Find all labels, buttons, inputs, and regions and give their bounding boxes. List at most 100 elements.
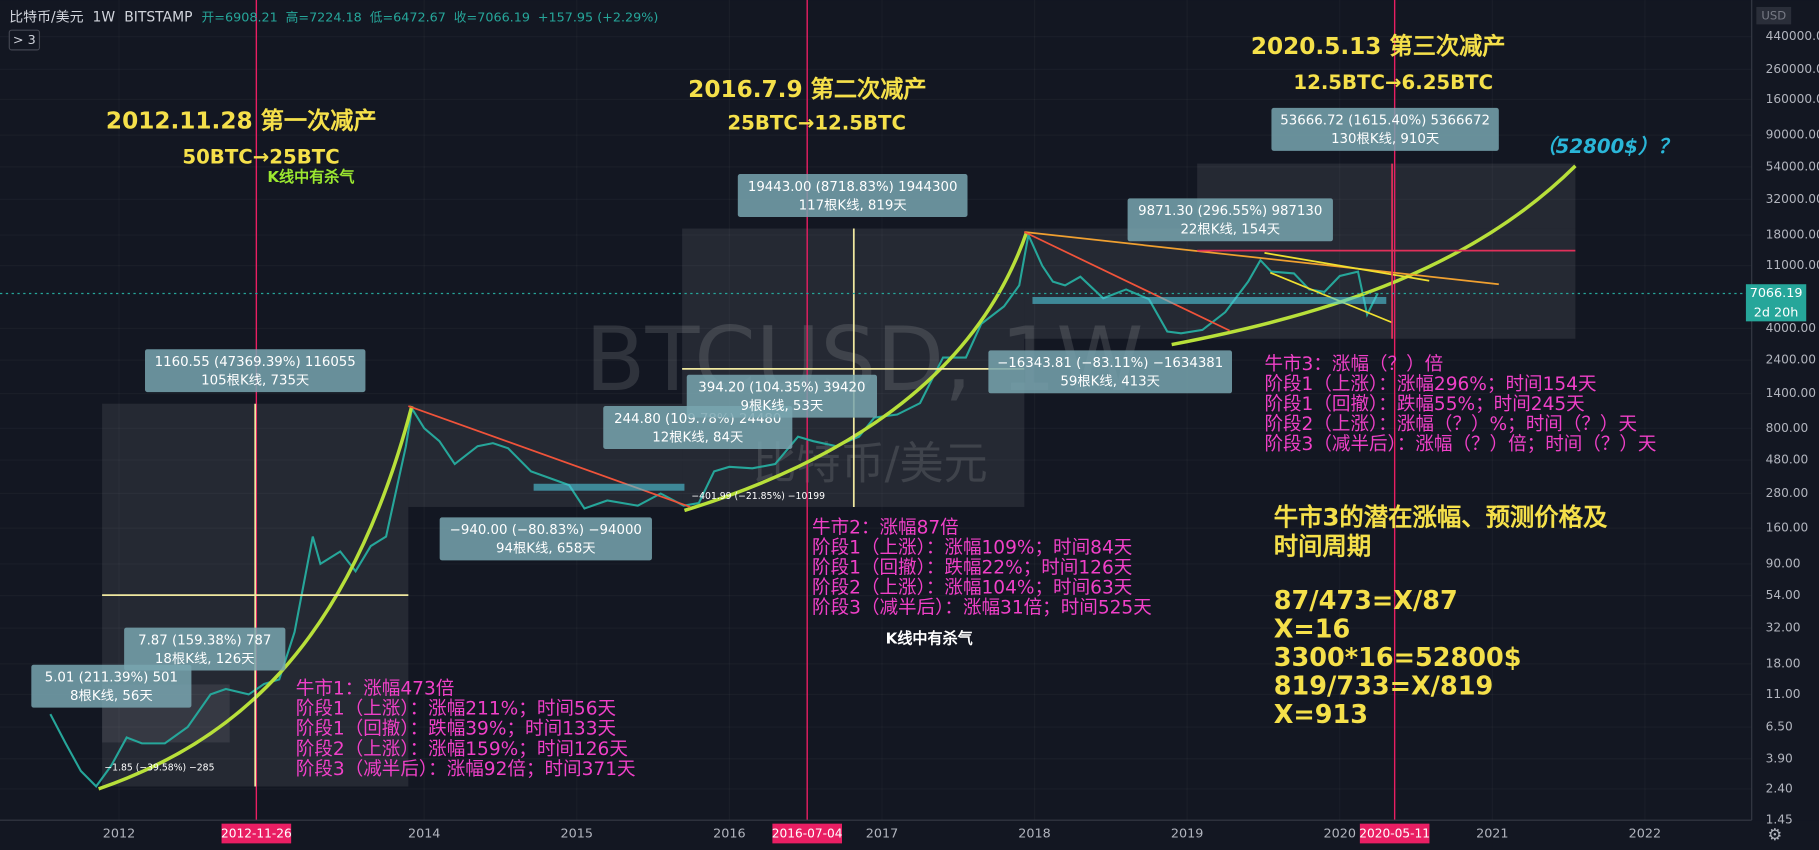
measure-small: −1.85 (−39.58%) −285 [104,762,214,773]
symbol: 比特币/美元 [9,9,83,25]
halving-subtitle: 25BTC→12.5BTC [727,112,906,135]
measure-span: 9根K线, 53天 [741,398,824,414]
y-tick-label: 90.00 [1766,556,1801,570]
header: 比特币/美元 1W BITSTAMP 开=6908.21 高=7224.18 低… [9,9,658,26]
support-zone [1032,296,1387,304]
axes: 440000.00 260000.00 160000.00 90000.00 54000… [103,29,1819,844]
prediction-formula: X=913 [1274,700,1368,730]
date-label-box [772,823,842,844]
indicator-toggle-label[interactable]: > 3 [13,33,36,48]
bull-market-note: 阶段2（上涨）：涨幅159%；时间126天 [296,739,628,760]
indicator-toggle[interactable] [8,29,41,51]
halving-title: 2020.5.13 第三次减产 [1251,33,1506,60]
bull-market-note: 牛市3：涨幅（？）倍 [1264,354,1443,375]
y-tick-label: 1.45 [1766,813,1793,827]
y-tick-label: 2400.00 [1766,353,1816,367]
halving-title: 2012.11.28 第一次减产 [106,107,377,134]
measure-value: 19443.00 (8718.83%) 1944300 [748,180,958,195]
bull-market-note: 阶段3（减半后）：涨幅（？）倍；时间（？）天 [1264,434,1656,455]
bull-market-note: 阶段1（上涨）：涨幅296%；时间154天 [1264,374,1596,395]
y-tick-label: 11000.00 [1766,258,1819,272]
bull-market-note: 阶段3（减半后）：涨幅92倍；时间371天 [296,759,636,780]
measure-span: 18根K线, 126天 [155,651,255,667]
measure-span: 12根K线, 84天 [652,429,743,445]
measure-box [1271,107,1499,151]
measure-small: −401.99 (−21.85%) −10199 [691,491,825,502]
fit-curve [683,231,1029,513]
measure-value: 53666.72 (1615.40%) 5366672 [1280,114,1490,129]
halving-title: 2016.7.9 第二次减产 [688,76,926,103]
halving-subtitle: 12.5BTC→6.25BTC [1293,71,1493,94]
measure-value: 1160.55 (47369.39%) 116055 [155,355,356,370]
measure-span: 94根K线, 658天 [496,541,596,557]
currency-box [1756,6,1792,25]
prediction-formula: 87/473=X/87 [1274,586,1458,616]
measure-span: 59根K线, 413天 [1060,374,1160,390]
measure-span: 105根K线, 735天 [201,373,309,389]
y-tick-label: 160000.00 [1766,92,1819,106]
high: 高=7224.18 [286,9,362,25]
measure-value: 7.87 (159.38%) 787 [138,633,271,648]
bull-market-note: 阶段1（回撤）：跌幅55%；时间245天 [1264,394,1584,415]
trend-line [1024,231,1499,286]
x-tick-label: 2021 [1476,827,1508,842]
bull-market-note: 牛市2：涨幅87倍 [812,517,959,538]
curves [98,164,1577,791]
measure-box [124,627,286,671]
y-tick-label: 18000.00 [1766,228,1819,242]
last-price-box [1745,284,1807,322]
bull2-note: K线中有杀气 [886,630,973,648]
measure-box [988,350,1233,394]
y-tick-label: 2.40 [1766,781,1793,795]
countdown: 2d 20h [1754,306,1799,321]
x-tick-label: 2012 [103,827,135,842]
y-tick-label: 18.00 [1766,656,1801,670]
y-tick-label: 480.00 [1766,453,1809,467]
measure-span: 130根K线, 910天 [1331,131,1439,147]
date-label-box [221,823,292,844]
trend-line [1023,231,1231,332]
trend-line [1264,252,1430,282]
x-tick-label: 2019 [1171,827,1203,842]
open: 开=6908.21 [202,10,278,25]
price-axis [1751,0,1819,850]
x-tick-label: 2016 [713,827,745,842]
bull-market-note: 阶段2（上涨）：涨幅104%；时间63天 [812,578,1132,599]
y-tick-label: 160.00 [1766,521,1809,535]
close: 收=7066.19 [454,10,530,25]
measure-box [737,174,968,217]
y-tick-label: 440000.00 [1766,29,1819,43]
exchange: BITSTAMP [124,9,192,25]
fit-curve [1171,164,1577,347]
halving-note: K线中有杀气 [267,168,354,186]
settings-icon: ⚙ [1768,825,1783,844]
y-tick-label: 11.00 [1766,687,1801,701]
target-price: （52800$）？ [1536,135,1677,158]
y-tick-label: 6.50 [1766,720,1793,734]
x-tick-label: 2017 [866,827,898,842]
time-axis [0,820,1819,850]
y-tick-label: 4000.00 [1766,321,1816,335]
zone [1024,228,1576,339]
y-tick-label: 90000.00 [1766,128,1819,142]
x-tick-label: 2012-11-26 [221,827,292,841]
prediction-heading: 牛市3的潜在涨幅、预测价格及 [1274,503,1608,532]
y-tick-label: 280.00 [1766,486,1809,500]
x-tick-label: 2015 [561,827,593,842]
y-tick-label: 260000.00 [1766,62,1819,76]
measure-box [439,517,652,561]
y-tick-label: 54000.00 [1766,159,1819,173]
x-tick-label: 2022 [1629,827,1661,842]
bull-market-note: 阶段1（上涨）：涨幅211%；时间56天 [296,699,616,720]
y-tick-label: 3.90 [1766,751,1793,765]
support-zone [533,483,685,491]
annotations: 2012.11.28 第一次减产50BTC→25BTCK线中有杀气2016.7.… [31,33,1677,780]
y-tick-label: 32.00 [1766,621,1801,635]
measure-value: 394.20 (104.35%) 39420 [698,380,865,395]
y-tick-label: 54.00 [1766,588,1801,602]
halving-subtitle: 50BTC→25BTC [182,145,339,168]
x-tick-label: 2014 [408,827,440,842]
